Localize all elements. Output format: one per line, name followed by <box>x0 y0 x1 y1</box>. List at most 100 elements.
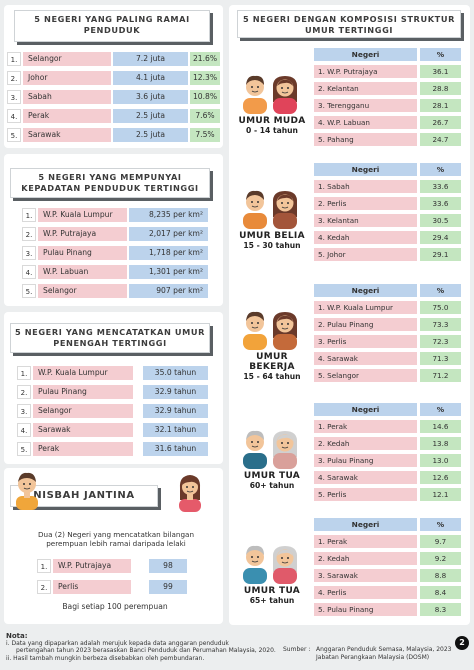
rank-number: 1. <box>7 52 21 66</box>
percent-value: 7.6% <box>190 109 220 123</box>
table-row: 2. Kedah 13.8 <box>314 437 461 450</box>
percent-value: 29.4 <box>420 231 461 244</box>
table-row: 5. Perak 31.6 tahun <box>17 442 208 456</box>
table-row: 1. W.P. Putrajaya 98 <box>37 559 187 573</box>
percent-value: 7.5% <box>190 128 220 142</box>
table-row: 2. Kedah 9.2 <box>314 552 461 565</box>
state-name: 5. Selangor <box>314 369 417 382</box>
percent-value: 8.3 <box>420 603 461 616</box>
table-header: Negeri% <box>314 48 461 61</box>
state-name: Selangor <box>38 284 127 298</box>
table-row: 2. Johor 4.1 juta 12.3% <box>7 71 220 85</box>
column-header-state: Negeri <box>314 284 417 297</box>
state-name: W.P. Labuan <box>38 265 127 279</box>
state-name: 5. Pahang <box>314 133 417 146</box>
state-name: 1. Perak <box>314 535 417 548</box>
age-group-title: UMUR BELIA <box>239 231 305 241</box>
percent-value: 28.1 <box>420 99 461 112</box>
state-name: Pulau Pinang <box>38 246 127 260</box>
rank-number: 5. <box>17 442 31 456</box>
density-value: 907 per km² <box>129 284 208 298</box>
rank-number: 2. <box>22 227 36 241</box>
percent-value: 29.1 <box>420 248 461 261</box>
rank-number: 1. <box>22 208 36 222</box>
state-name: 2. Kelantan <box>314 82 417 95</box>
state-name: W.P. Putrajaya <box>38 227 127 241</box>
column-header-percent: % <box>420 163 461 176</box>
state-name: 1. Perak <box>314 420 417 433</box>
table-row: 4. W.P. Labuan 1,301 per km² <box>22 265 208 279</box>
state-name: 1. Sabah <box>314 180 417 193</box>
age-group-avatars-icon <box>243 430 298 469</box>
table-row: 2. Kelantan 28.8 <box>314 82 461 95</box>
table-row: 1. Selangor 7.2 juta 21.6% <box>7 52 220 66</box>
header-populous: 5 NEGERI YANG PALING RAMAI PENDUDUK <box>14 10 210 42</box>
header-density: 5 NEGERI YANG MEMPUNYAI KEPADATAN PENDUD… <box>10 168 210 198</box>
state-name: 4. Kedah <box>314 231 417 244</box>
age-group-label: UMUR TUA 65+ tahun <box>234 586 310 605</box>
sex-ratio-description: Dua (2) Negeri yang mencatatkan bilangan… <box>37 530 195 548</box>
percent-value: 9.2 <box>420 552 461 565</box>
table-row: 5. Johor 29.1 <box>314 248 461 261</box>
rank-number: 3. <box>7 90 21 104</box>
median-age-value: 35.0 tahun <box>143 366 208 380</box>
table-row: 3. Pulau Pinang 13.0 <box>314 454 461 467</box>
age-group-range: 65+ tahun <box>249 596 295 605</box>
percent-value: 26.7 <box>420 116 461 129</box>
table-row: 2. Pulau Pinang 32.9 tahun <box>17 385 208 399</box>
sex-ratio-value: 98 <box>149 559 187 573</box>
table-row: 3. Terengganu 28.1 <box>314 99 461 112</box>
population-value: 4.1 juta <box>113 71 188 85</box>
age-group-range: 60+ tahun <box>249 481 295 490</box>
table-row: 3. Sabah 3.6 juta 10.8% <box>7 90 220 104</box>
percent-value: 12.6 <box>420 471 461 484</box>
rank-number: 2. <box>7 71 21 85</box>
table-row: 1. W.P. Kuala Lumpur 75.0 <box>314 301 461 314</box>
percent-value: 8.4 <box>420 586 461 599</box>
note-line-1b: pertengahan tahun 2023 berasaskan Banci … <box>16 647 276 655</box>
table-row: 4. Perlis 8.4 <box>314 586 461 599</box>
age-group-avatars-icon <box>243 545 298 584</box>
state-name: Selangor <box>23 52 111 66</box>
sex-ratio-value: 99 <box>149 580 187 594</box>
state-name: Perak <box>33 442 133 456</box>
state-name: Selangor <box>33 404 133 418</box>
table-row: 5. Sarawak 2.5 juta 7.5% <box>7 128 220 142</box>
percent-value: 24.7 <box>420 133 461 146</box>
density-value: 2,017 per km² <box>129 227 208 241</box>
state-name: 4. Perlis <box>314 586 417 599</box>
rank-number: 4. <box>22 265 36 279</box>
percent-value: 72.3 <box>420 335 461 348</box>
table-row: 1. W.P. Kuala Lumpur 8,235 per km² <box>22 208 208 222</box>
percent-value: 30.5 <box>420 214 461 227</box>
table-row: 4. Sarawak 32.1 tahun <box>17 423 208 437</box>
state-name: Pulau Pinang <box>33 385 133 399</box>
note-line-2: ii. Hasil tambah mungkin berbeza disebab… <box>6 654 205 662</box>
state-name: 3. Kelantan <box>314 214 417 227</box>
column-header-percent: % <box>420 518 461 531</box>
rank-number: 2. <box>37 580 51 594</box>
percent-value: 14.6 <box>420 420 461 433</box>
median-age-value: 32.9 tahun <box>143 404 208 418</box>
rank-number: 3. <box>22 246 36 260</box>
age-group-range: 15 - 64 tahun <box>243 372 301 381</box>
header-sex-ratio: NISBAH JANTINA <box>10 485 158 507</box>
rank-number: 5. <box>7 128 21 142</box>
density-value: 1,718 per km² <box>129 246 208 260</box>
source-label: Sumber : <box>283 646 311 653</box>
state-name: 3. Terengganu <box>314 99 417 112</box>
table-row: 2. Perlis 33.6 <box>314 197 461 210</box>
percent-value: 21.6% <box>190 52 220 66</box>
age-group-title: UMUR MUDA <box>238 116 306 126</box>
population-value: 2.5 juta <box>113 128 188 142</box>
column-header-state: Negeri <box>314 163 417 176</box>
state-name: 1. W.P. Putrajaya <box>314 65 417 78</box>
state-name: 2. Kedah <box>314 437 417 450</box>
table-row: 5. Selangor 71.2 <box>314 369 461 382</box>
state-name: 5. Pulau Pinang <box>314 603 417 616</box>
age-group-range: 15 - 30 tahun <box>243 241 301 250</box>
table-row: 4. Perak 2.5 juta 7.6% <box>7 109 220 123</box>
rank-number: 5. <box>22 284 36 298</box>
state-name: W.P. Kuala Lumpur <box>38 208 127 222</box>
table-row: 3. Sarawak 8.8 <box>314 569 461 582</box>
